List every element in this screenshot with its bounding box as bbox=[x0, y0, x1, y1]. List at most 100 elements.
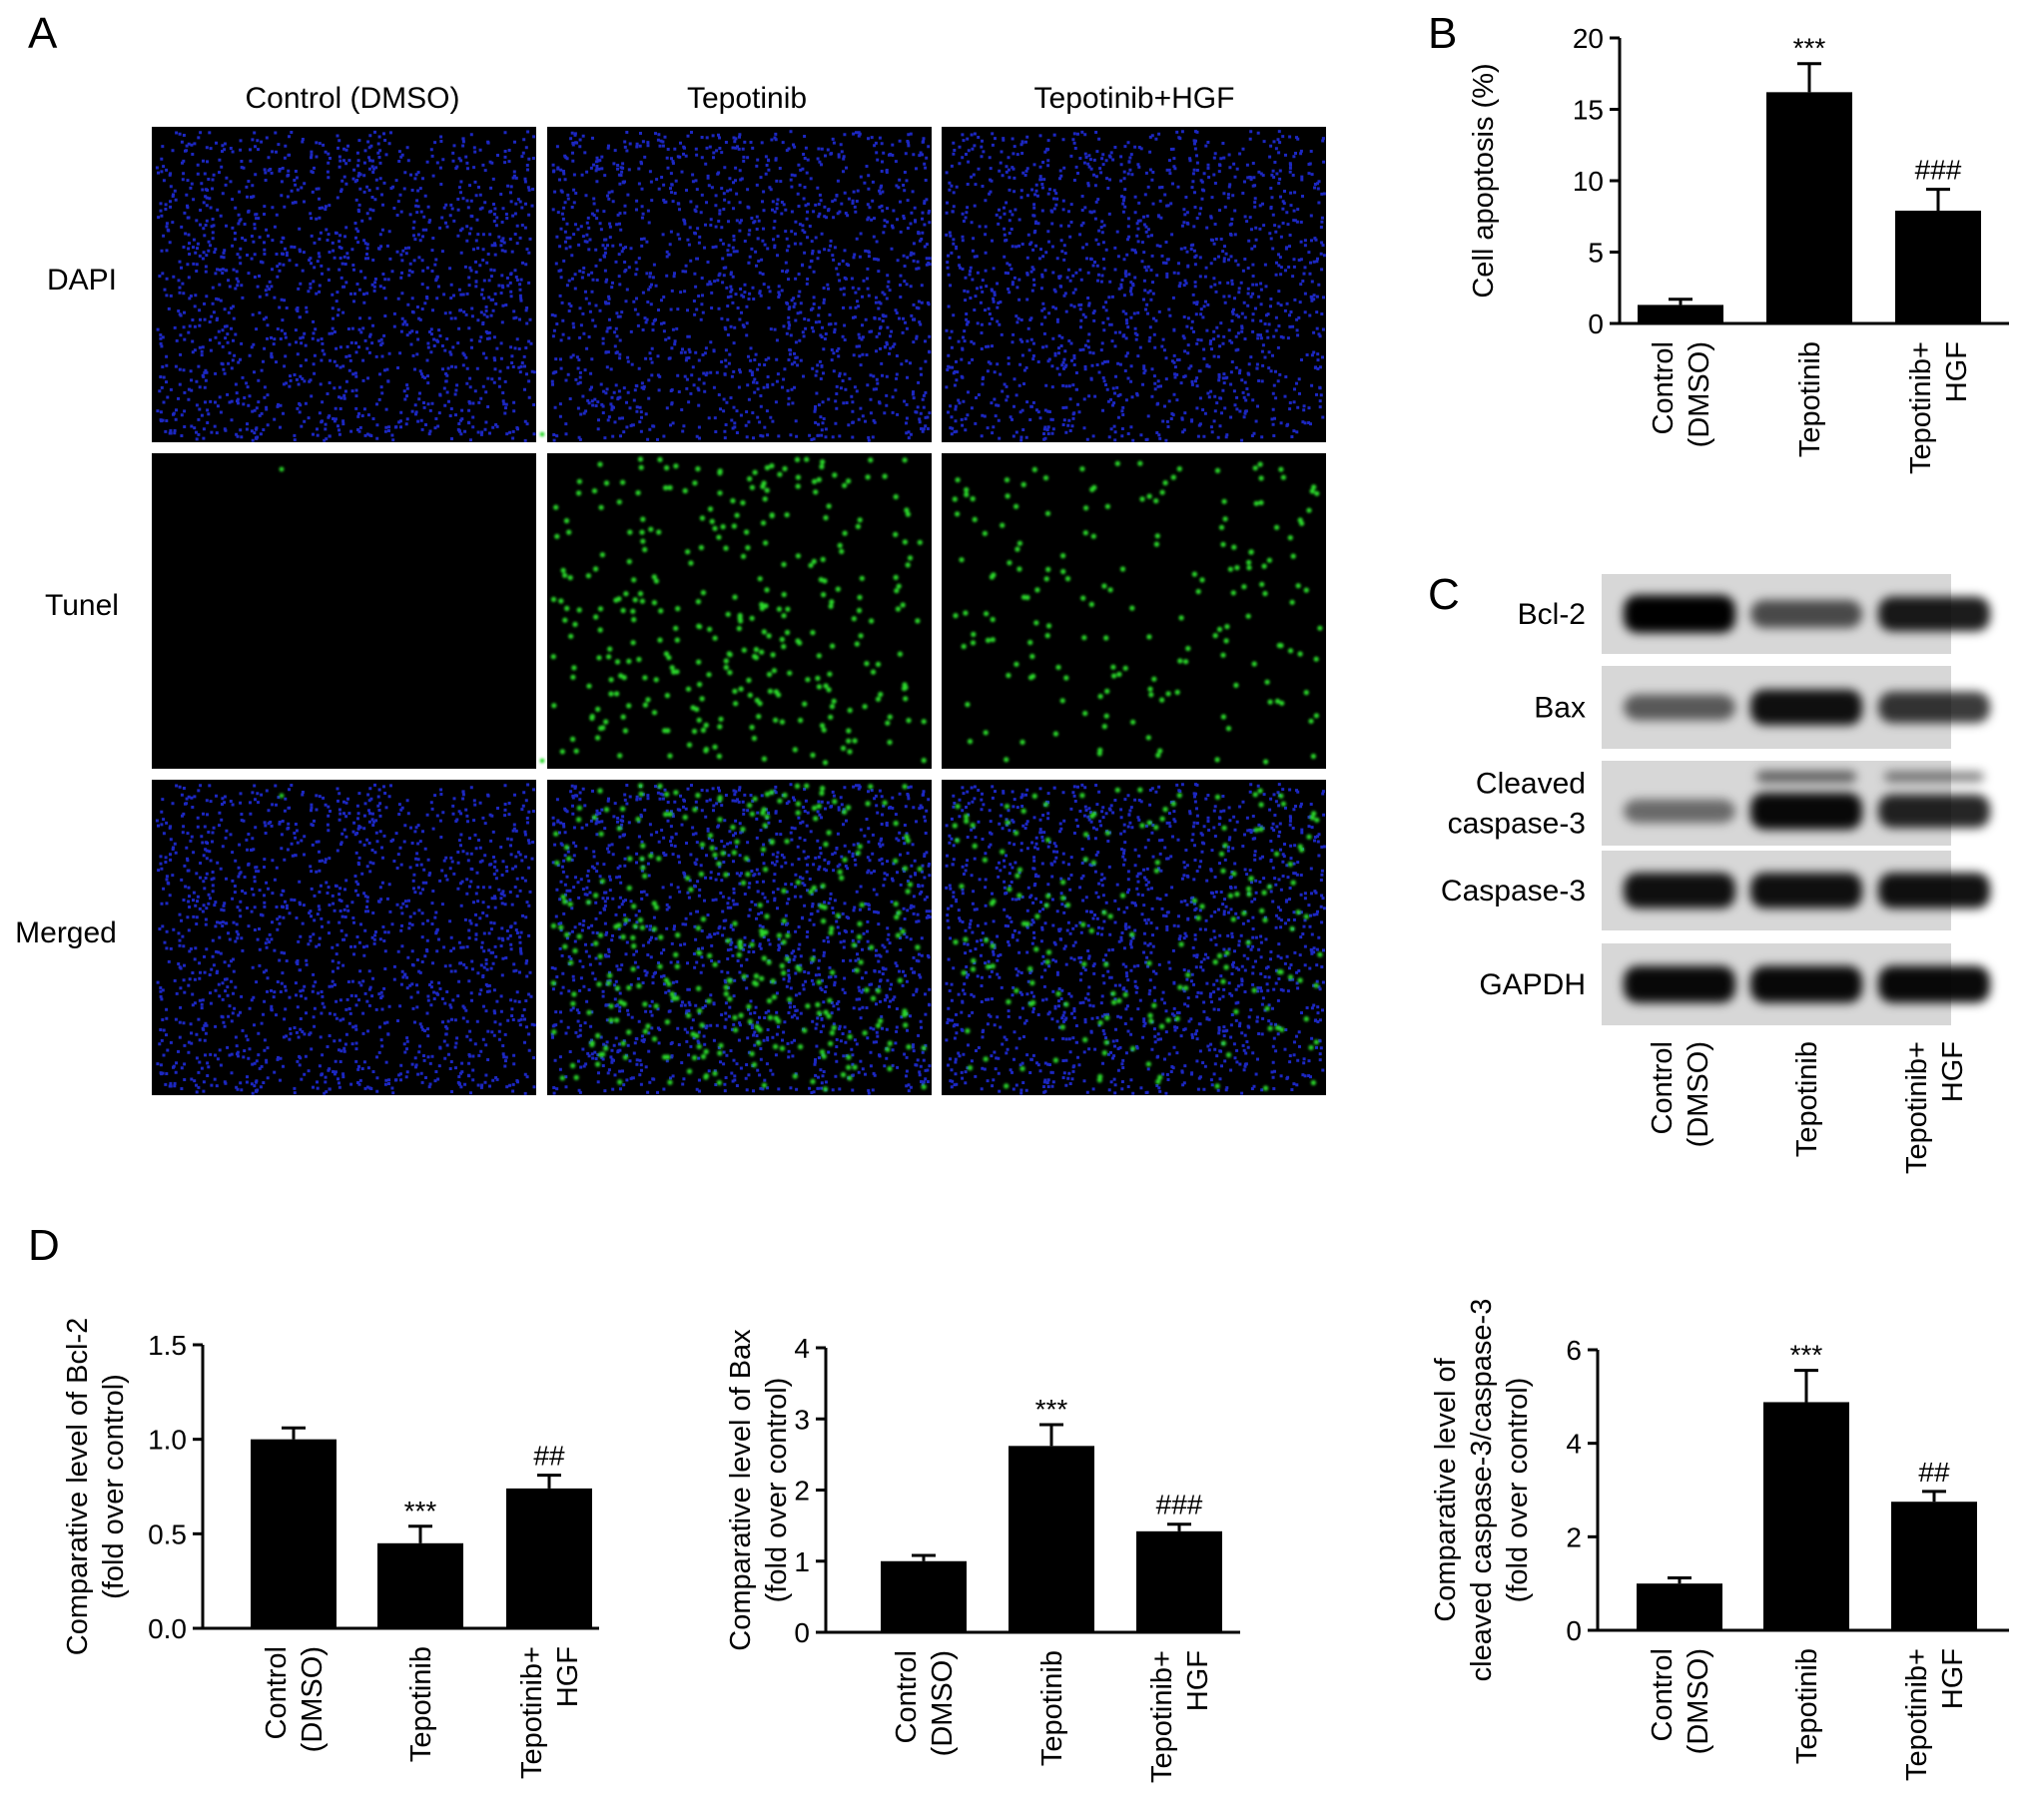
blot-band bbox=[1750, 793, 1862, 830]
micrograph-tunel-2 bbox=[942, 453, 1326, 769]
panel-d-caspase-ratio-bar-chart: 0 2 4 6 Comparative level of cleaved caspase-… bbox=[1430, 1299, 2009, 1781]
bar bbox=[506, 1488, 592, 1628]
micrograph-merged-0 bbox=[152, 758, 545, 1095]
y-tick-label: 1.0 bbox=[148, 1425, 187, 1456]
panel-d-bcl2-bar-chart: 0.0 0.5 1.0 1.5 Comparative level of Bcl-2 (f… bbox=[62, 1318, 599, 1779]
x-category-label: HGF bbox=[1941, 341, 1973, 402]
x-category-label: (DMSO) bbox=[297, 1646, 329, 1752]
blot-strip bbox=[1602, 851, 1990, 930]
panel-letter-b: B bbox=[1428, 9, 1457, 58]
y-axis-label: Comparative level of bbox=[1430, 1357, 1462, 1621]
bar bbox=[251, 1439, 337, 1628]
bar bbox=[377, 1542, 463, 1628]
column-label-control: Control (DMSO) bbox=[245, 82, 459, 115]
y-axis-label: Cell apoptosis (%) bbox=[1468, 63, 1500, 298]
blot-band bbox=[1750, 965, 1862, 1003]
x-category-label: Control bbox=[261, 1646, 293, 1740]
blot-label: Bcl-2 bbox=[1518, 598, 1586, 631]
y-tick-label: 20 bbox=[1573, 23, 1604, 54]
significance-mark: *** bbox=[1035, 1394, 1068, 1425]
y-tick-label: 3 bbox=[794, 1404, 810, 1435]
row-label-merged: Merged bbox=[15, 916, 117, 949]
bar bbox=[1638, 304, 1723, 323]
x-category-label: Tepotinib bbox=[405, 1646, 437, 1762]
bar bbox=[1766, 92, 1852, 323]
bar bbox=[1895, 211, 1981, 323]
significance-mark: *** bbox=[1790, 1340, 1823, 1371]
blot-label: Bax bbox=[1534, 692, 1586, 725]
x-category-label: Tepotinib+ bbox=[1905, 341, 1937, 474]
blot-band bbox=[1624, 873, 1735, 909]
blot-band bbox=[1878, 873, 1990, 909]
panel-a-microscopy-grid: Control (DMSO) Tepotinib Tepotinib+HGF D… bbox=[15, 82, 1326, 1095]
y-axis-label: Comparative level of Bax bbox=[725, 1329, 757, 1651]
y-axis-label: cleaved caspase-3/caspase-3 bbox=[1466, 1299, 1498, 1682]
y-tick-label: 6 bbox=[1566, 1335, 1582, 1366]
blot-band-upper bbox=[1756, 771, 1856, 783]
y-tick-label: 0 bbox=[794, 1617, 810, 1648]
panel-letter-d: D bbox=[28, 1221, 60, 1270]
x-category-label: (DMSO) bbox=[1684, 341, 1715, 447]
panel-letter-a: A bbox=[28, 9, 58, 58]
significance-mark: ### bbox=[1156, 1490, 1203, 1520]
x-category-label: Tepotinib bbox=[1791, 1648, 1823, 1764]
y-tick-label: 2 bbox=[794, 1476, 810, 1507]
y-tick-label: 5 bbox=[1588, 238, 1604, 269]
panel-letter-c: C bbox=[1428, 570, 1460, 619]
y-axis-label: (fold over control) bbox=[98, 1374, 130, 1599]
blot-band bbox=[1624, 694, 1735, 721]
x-category-label: Control bbox=[1647, 1648, 1679, 1742]
y-tick-label: 0.5 bbox=[148, 1518, 187, 1549]
column-label-tepotinib-hgf: Tepotinib+HGF bbox=[1034, 82, 1235, 115]
x-category-label: Control bbox=[891, 1650, 923, 1744]
significance-mark: *** bbox=[1793, 33, 1826, 64]
bar bbox=[1891, 1502, 1977, 1630]
bar bbox=[1763, 1402, 1849, 1630]
x-category-label: HGF bbox=[552, 1646, 584, 1707]
row-label-tunel: Tunel bbox=[45, 589, 119, 622]
y-tick-label: 4 bbox=[1566, 1429, 1582, 1460]
blot-label: Caspase-3 bbox=[1441, 875, 1586, 908]
y-tick-label: 15 bbox=[1573, 95, 1604, 126]
x-category-label: Tepotinib bbox=[1036, 1650, 1068, 1766]
blot-strip bbox=[1602, 943, 1990, 1025]
column-label-tepotinib: Tepotinib bbox=[687, 82, 807, 115]
x-category-label: Tepotinib bbox=[1794, 341, 1826, 457]
x-category-label: (DMSO) bbox=[1683, 1648, 1714, 1754]
y-tick-label: 2 bbox=[1566, 1521, 1582, 1552]
blot-band bbox=[1750, 689, 1862, 726]
x-category-label: Control bbox=[1648, 341, 1680, 435]
blot-strip bbox=[1602, 666, 1990, 749]
blot-band bbox=[1624, 965, 1735, 1003]
y-axis-label: (fold over control) bbox=[761, 1378, 793, 1603]
y-axis-label: Comparative level of Bcl-2 bbox=[62, 1318, 94, 1655]
lane-label: (DMSO) bbox=[1683, 1041, 1714, 1147]
micrograph-tunel-1 bbox=[547, 453, 932, 769]
blot-band bbox=[1750, 599, 1862, 629]
lane-label: Control bbox=[1647, 1041, 1679, 1135]
blot-band-upper bbox=[1884, 771, 1984, 783]
bar bbox=[881, 1560, 967, 1632]
lane-label: Tepotinib+ bbox=[1901, 1041, 1933, 1174]
y-axis-label: (fold over control) bbox=[1502, 1378, 1534, 1603]
bar bbox=[1009, 1446, 1094, 1632]
significance-mark: ## bbox=[1918, 1457, 1950, 1488]
micrograph-dapi-2 bbox=[942, 127, 1326, 442]
bar bbox=[1637, 1583, 1722, 1630]
x-category-label: (DMSO) bbox=[927, 1650, 959, 1756]
y-tick-label: 0.0 bbox=[148, 1613, 187, 1644]
y-tick-label: 1 bbox=[794, 1546, 810, 1577]
x-category-label: HGF bbox=[1937, 1648, 1969, 1709]
lane-label: HGF bbox=[1937, 1041, 1969, 1102]
y-tick-label: 10 bbox=[1573, 166, 1604, 197]
blot-label: Cleaved bbox=[1476, 768, 1586, 801]
blot-band bbox=[1878, 596, 1990, 632]
panel-c-western-blot: Bcl-2 Bax Cleaved caspase-3 Caspase-3 GAPDH Co… bbox=[1441, 574, 1990, 1174]
blot-strip bbox=[1602, 574, 1990, 654]
significance-mark: *** bbox=[404, 1496, 437, 1526]
blot-band bbox=[1878, 794, 1990, 829]
x-category-label: HGF bbox=[1182, 1650, 1214, 1711]
micrograph-tunel-0 bbox=[152, 431, 545, 769]
blot-band bbox=[1624, 799, 1735, 824]
